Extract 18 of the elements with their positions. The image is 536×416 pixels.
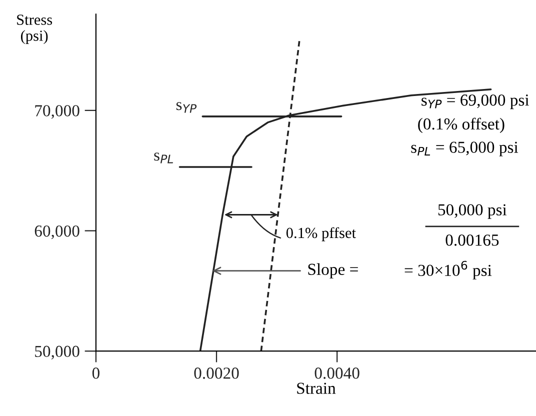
series-label: s$_{PL}$	[154, 152, 173, 164]
annotation: s$_{PL}$ = 65,000 psi	[411, 142, 518, 156]
annotation: (0.1% offset)	[418, 118, 504, 133]
annotation: 0.1% pffset	[286, 227, 356, 242]
annotation: 0.00165	[446, 234, 499, 246]
x-axis-title: Strain	[297, 382, 336, 394]
annotation: s$_{YP}$ = 69,000 psi	[422, 94, 530, 110]
x-tick-label: 0	[92, 368, 100, 379]
annotation: = 30×10$^{6}$ psi	[404, 260, 492, 280]
y-axis-title: Stress (psi)	[17, 14, 52, 44]
x-tick-label: 0.0020	[194, 368, 239, 379]
series-label: s$_{YP}$	[176, 102, 197, 113]
y-tick-label: 50,000	[35, 346, 80, 360]
x-tick-label: 0.0040	[314, 368, 360, 379]
y-tick-label: 60,000	[34, 225, 80, 240]
y-tick-label: 70,000	[35, 105, 80, 119]
annotation: 50,000 psi	[438, 204, 507, 219]
annotation: Slope =	[308, 263, 358, 278]
